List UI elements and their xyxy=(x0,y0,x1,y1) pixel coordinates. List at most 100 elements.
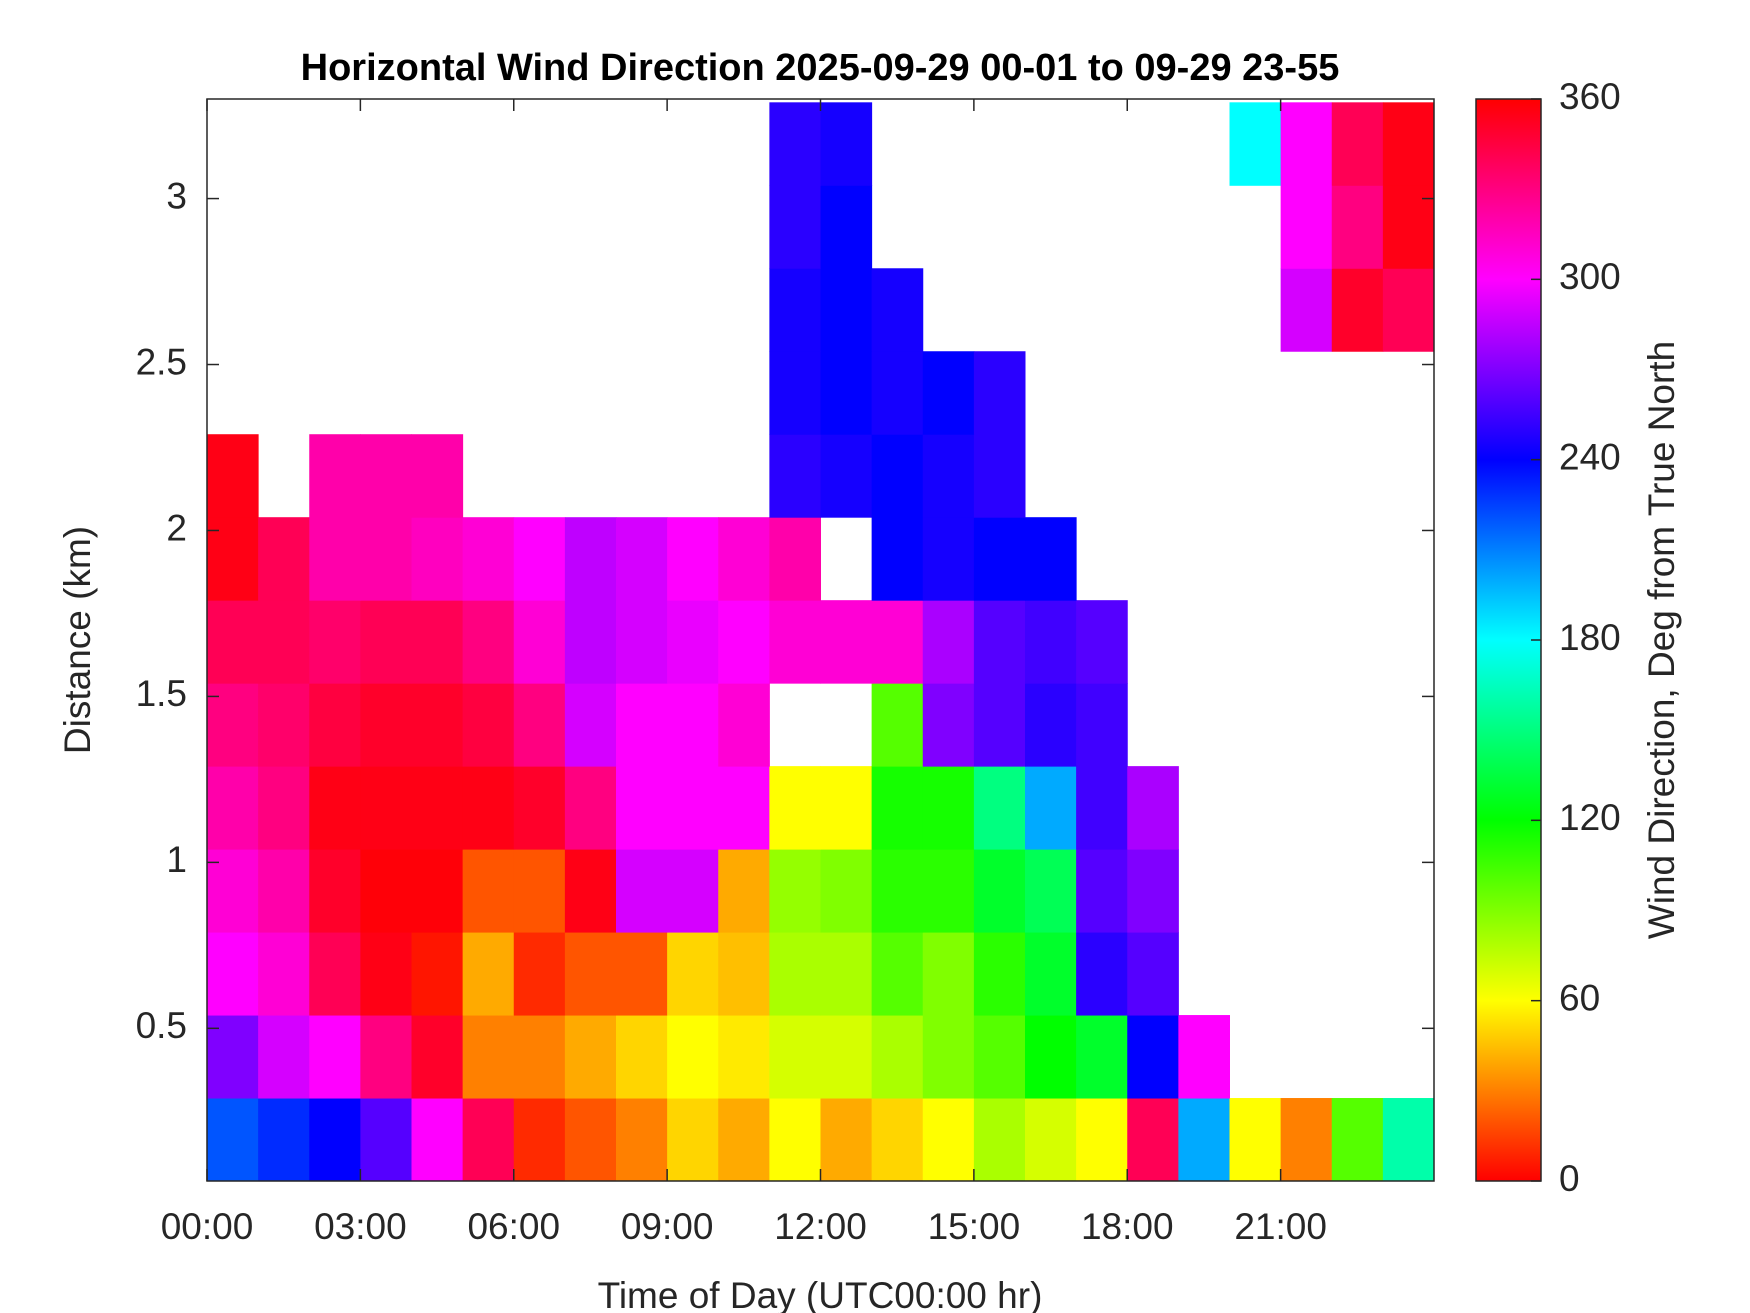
heatmap-cell xyxy=(1076,683,1128,767)
x-tick-label: 21:00 xyxy=(1234,1206,1327,1247)
heatmap-cell xyxy=(1280,185,1333,269)
y-tick-label: 0.5 xyxy=(136,1005,187,1046)
heatmap-cell xyxy=(922,351,975,435)
heatmap-cell xyxy=(973,600,1026,684)
colorbar-tick-label: 0 xyxy=(1559,1158,1580,1199)
heatmap-cell xyxy=(411,766,464,850)
heatmap-cell xyxy=(564,683,617,767)
heatmap-cell xyxy=(462,600,515,684)
heatmap-cell xyxy=(667,683,719,767)
heatmap-cell xyxy=(922,517,975,601)
heatmap-cell xyxy=(871,766,924,850)
heatmap-cell xyxy=(820,849,873,933)
heatmap-cell xyxy=(769,102,821,186)
heatmap-cell xyxy=(1229,1098,1282,1182)
heatmap-cell xyxy=(667,1015,719,1099)
heatmap-cell xyxy=(973,683,1026,767)
heatmap-cell xyxy=(871,683,924,767)
heatmap-cell xyxy=(1076,766,1128,850)
heatmap-cell xyxy=(564,932,617,1016)
heatmap-cell xyxy=(769,600,821,684)
heatmap-cell xyxy=(718,517,770,601)
heatmap-cell xyxy=(1331,268,1384,352)
heatmap-cell xyxy=(513,600,566,684)
heatmap-cell xyxy=(360,932,412,1016)
heatmap-cell xyxy=(258,766,310,850)
heatmap-cell xyxy=(922,683,975,767)
heatmap-cell xyxy=(769,351,821,435)
heatmap-cell xyxy=(411,1015,464,1099)
colorbar-tick-label: 120 xyxy=(1559,797,1621,838)
heatmap-cell xyxy=(667,600,719,684)
heatmap-cell xyxy=(1178,1098,1230,1182)
heatmap-cell xyxy=(1382,1098,1435,1182)
heatmap-cell xyxy=(207,932,259,1016)
colorbar-tick-label: 240 xyxy=(1559,436,1621,477)
heatmap-cell xyxy=(309,1098,361,1182)
heatmap-cell xyxy=(1127,1015,1179,1099)
colorbar-tick-label: 360 xyxy=(1559,76,1621,117)
heatmap-cell xyxy=(718,1098,770,1182)
colorbar-label: Wind Direction, Deg from True North xyxy=(1641,341,1682,939)
heatmap-cell xyxy=(513,766,566,850)
heatmap-cell xyxy=(1280,1098,1333,1182)
x-tick-label: 09:00 xyxy=(621,1206,714,1247)
heatmap-cell xyxy=(922,766,975,850)
heatmap-cell xyxy=(564,766,617,850)
heatmap-cell xyxy=(1025,1098,1077,1182)
heatmap-cell xyxy=(769,766,821,850)
heatmap-cell xyxy=(1025,932,1077,1016)
heatmap-cell xyxy=(871,849,924,933)
heatmap-cell xyxy=(207,766,259,850)
heatmap-cell xyxy=(769,1015,821,1099)
heatmap-cell xyxy=(564,600,617,684)
heatmap-cell xyxy=(973,849,1026,933)
heatmap-cell xyxy=(360,849,412,933)
heatmap-cell xyxy=(973,1098,1026,1182)
heatmap-cell xyxy=(411,434,464,518)
heatmap-cell xyxy=(820,434,873,518)
heatmap-cell xyxy=(769,185,821,269)
heatmap-cell xyxy=(207,1015,259,1099)
heatmap-cell xyxy=(769,434,821,518)
heatmap-cell xyxy=(616,1015,668,1099)
heatmap-cell xyxy=(462,1015,515,1099)
heatmap-cell xyxy=(1331,102,1384,186)
heatmap-cell xyxy=(922,600,975,684)
heatmap-cell xyxy=(1076,849,1128,933)
heatmap-cell xyxy=(871,600,924,684)
x-tick-label: 00:00 xyxy=(161,1206,254,1247)
heatmap-cell xyxy=(513,683,566,767)
heatmap-cell xyxy=(360,1098,412,1182)
heatmap-cell xyxy=(667,1098,719,1182)
heatmap-cell xyxy=(309,434,361,518)
heatmap-cell xyxy=(207,434,259,518)
x-tick-label: 03:00 xyxy=(314,1206,407,1247)
heatmap-cell xyxy=(718,600,770,684)
colorbar-tick-label: 60 xyxy=(1559,977,1600,1018)
y-tick-label: 2.5 xyxy=(136,341,187,382)
heatmap-cell xyxy=(360,1015,412,1099)
heatmap-cell xyxy=(360,683,412,767)
heatmap-cell xyxy=(871,1098,924,1182)
heatmap-cell xyxy=(871,268,924,352)
heatmap-cell xyxy=(462,517,515,601)
heatmap-cell xyxy=(1127,932,1179,1016)
heatmap-cell xyxy=(258,1015,310,1099)
heatmap-cell xyxy=(1076,600,1128,684)
heatmap-cell xyxy=(1331,1098,1384,1182)
x-tick-label: 12:00 xyxy=(774,1206,867,1247)
heatmap-cell xyxy=(922,932,975,1016)
heatmap-cell xyxy=(1280,268,1333,352)
heatmap-cell xyxy=(564,1098,617,1182)
heatmap-cell xyxy=(207,600,259,684)
heatmap-cell xyxy=(462,766,515,850)
x-tick-label: 15:00 xyxy=(928,1206,1021,1247)
heatmap-cell xyxy=(1025,683,1077,767)
heatmap-cell xyxy=(564,849,617,933)
heatmap-cell xyxy=(769,849,821,933)
heatmap-cell xyxy=(973,351,1026,435)
heatmap-cell xyxy=(309,600,361,684)
heatmap-cell xyxy=(769,268,821,352)
